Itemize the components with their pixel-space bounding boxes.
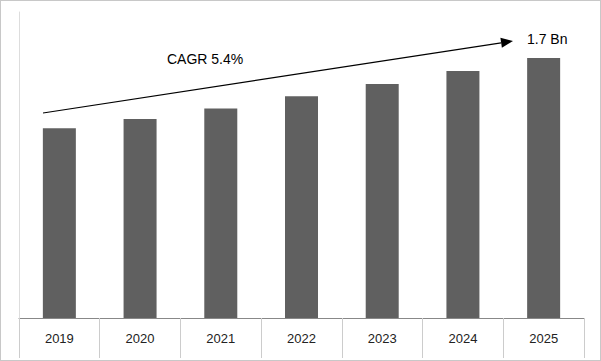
svg-text:2023: 2023: [368, 331, 397, 346]
svg-text:2025: 2025: [529, 331, 558, 346]
svg-text:2019: 2019: [45, 331, 74, 346]
svg-text:2022: 2022: [287, 331, 316, 346]
svg-text:1.7 Bn: 1.7 Bn: [527, 31, 567, 47]
svg-text:2020: 2020: [126, 331, 155, 346]
svg-text:CAGR 5.4%: CAGR 5.4%: [167, 51, 243, 67]
svg-text:2021: 2021: [206, 331, 235, 346]
svg-text:2024: 2024: [448, 331, 477, 346]
